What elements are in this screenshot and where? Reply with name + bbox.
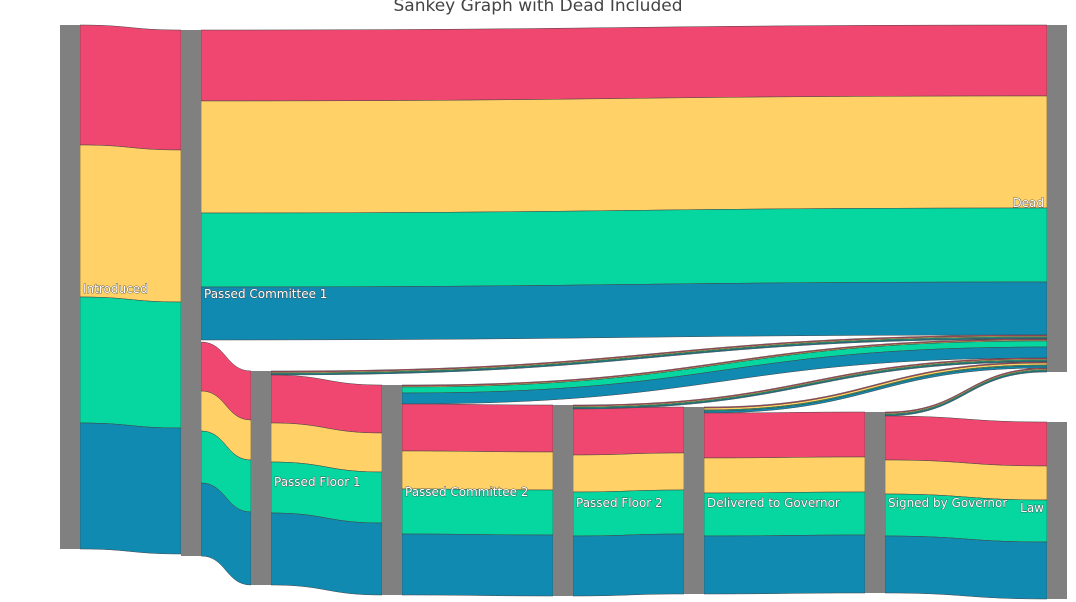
node-dead xyxy=(1047,25,1067,372)
link-introduced-to-passed-committee-1-4 xyxy=(79,422,182,555)
node-introduced xyxy=(60,25,80,549)
node-label-passed-floor-1: Passed Floor 1 xyxy=(274,475,361,489)
node-label-law: Law xyxy=(1020,501,1044,515)
link-passed-committee-2-to-dead-4 xyxy=(401,346,1048,405)
link-delivered-to-governor-to-signed-by-governor-2 xyxy=(703,456,866,494)
link-signed-by-governor-to-law-2 xyxy=(884,459,1048,501)
sankey-links xyxy=(79,24,1048,600)
node-label-introduced: Introduced xyxy=(83,282,148,296)
node-label-passed-committee-1: Passed Committee 1 xyxy=(204,287,327,301)
link-signed-by-governor-to-law-1 xyxy=(884,415,1048,467)
link-passed-committee-1-to-dead-3 xyxy=(200,207,1048,288)
node-label-passed-floor-2: Passed Floor 2 xyxy=(576,496,663,510)
chart-title: Sankey Graph with Dead Included xyxy=(393,0,683,16)
node-label-passed-committee-2: Passed Committee 2 xyxy=(405,485,528,499)
node-passed-floor-2 xyxy=(553,405,573,596)
node-label-signed-by-governor: Signed by Governor xyxy=(888,496,1007,510)
link-introduced-to-passed-committee-1-1 xyxy=(79,24,182,151)
link-passed-floor-2-to-delivered-to-governor-4 xyxy=(572,533,685,597)
link-passed-floor-1-to-passed-committee-2-4 xyxy=(270,512,383,596)
node-signed-by-governor xyxy=(865,412,885,593)
link-passed-floor-2-to-delivered-to-governor-1 xyxy=(572,406,685,456)
link-introduced-to-passed-committee-1-3 xyxy=(79,296,182,429)
link-delivered-to-governor-to-signed-by-governor-4 xyxy=(703,534,866,595)
node-passed-committee-1 xyxy=(181,30,201,556)
node-label-dead: Dead xyxy=(1012,196,1044,210)
link-introduced-to-passed-committee-1-2 xyxy=(79,144,182,303)
link-signed-by-governor-to-dead-1 xyxy=(884,367,1048,414)
node-passed-committee-2 xyxy=(382,385,402,595)
link-passed-committee-1-to-dead-2 xyxy=(200,95,1048,214)
sankey-labels: Introduced Passed Committee 1 Passed Floor… xyxy=(83,196,1045,516)
link-signed-by-governor-to-dead-2 xyxy=(884,368,1048,415)
link-delivered-to-governor-to-signed-by-governor-1 xyxy=(703,411,866,459)
link-passed-committee-1-to-dead-1 xyxy=(200,24,1048,102)
link-passed-committee-1-to-dead-4 xyxy=(200,281,1048,341)
link-passed-committee-2-to-passed-floor-2-1 xyxy=(401,403,554,453)
node-law xyxy=(1047,422,1067,599)
link-passed-committee-2-to-passed-floor-2-4 xyxy=(401,533,554,597)
node-passed-floor-1 xyxy=(251,371,271,585)
node-label-delivered-to-governor: Delivered to Governor xyxy=(707,496,840,510)
node-delivered-to-governor xyxy=(684,407,704,594)
link-passed-floor-2-to-delivered-to-governor-2 xyxy=(572,452,685,493)
link-signed-by-governor-to-law-4 xyxy=(884,535,1048,600)
sankey-nodes xyxy=(60,25,1067,599)
